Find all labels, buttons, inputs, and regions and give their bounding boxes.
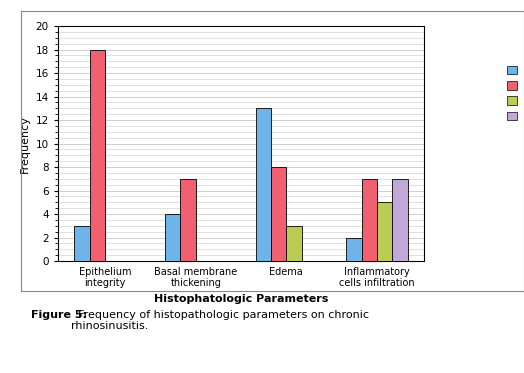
X-axis label: Histophatologic Parameters: Histophatologic Parameters: [154, 294, 328, 304]
Text: Figure 5:: Figure 5:: [31, 310, 88, 320]
Bar: [90, 50, 105, 261]
Bar: [286, 226, 302, 261]
Bar: [74, 226, 90, 261]
Bar: [256, 108, 271, 261]
Bar: [271, 167, 286, 261]
Text: Frequency of histopathologic parameters on chronic
rhinosinusitis.: Frequency of histopathologic parameters …: [71, 310, 369, 331]
Legend: score 0, score 1, score 2, score 3: score 0, score 1, score 2, score 3: [503, 61, 524, 125]
Y-axis label: Frequency: Frequency: [20, 115, 30, 173]
Bar: [346, 238, 362, 261]
Bar: [392, 179, 408, 261]
Bar: [362, 179, 377, 261]
Bar: [165, 214, 180, 261]
Bar: [377, 202, 392, 261]
Bar: [180, 179, 196, 261]
